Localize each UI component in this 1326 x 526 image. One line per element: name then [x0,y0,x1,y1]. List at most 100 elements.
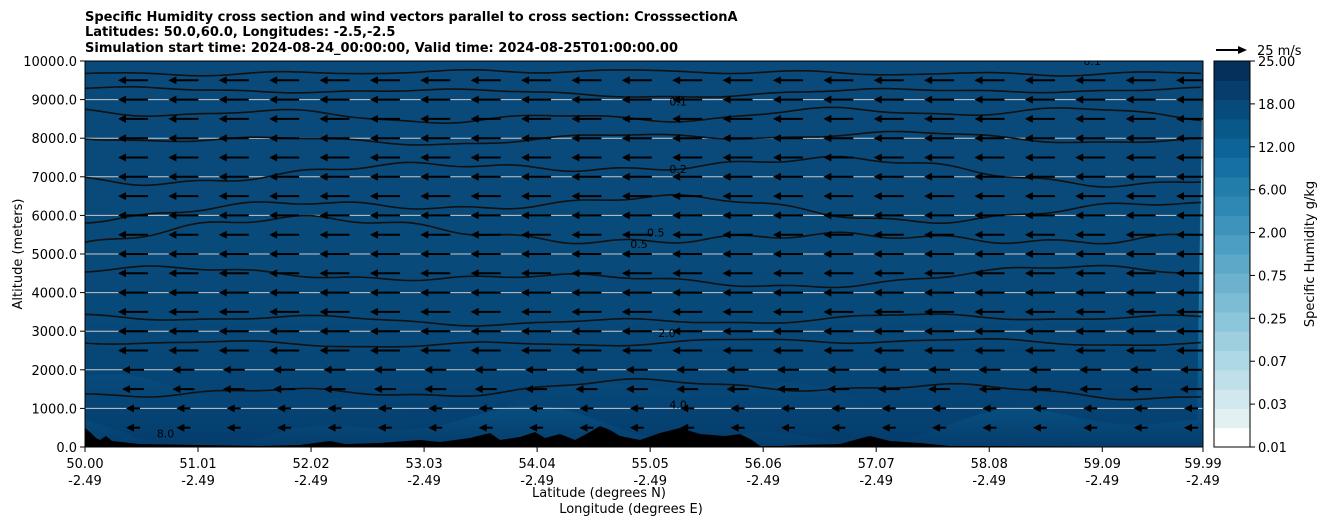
wind-vector [122,385,144,394]
wind-vector [924,327,955,336]
wind-vector [420,114,451,123]
wind-vector [1024,327,1055,336]
wind-vector [319,95,350,104]
wind-vector [928,365,951,374]
wind-vector [470,307,501,316]
wind-vector [571,192,602,201]
wind-vector [621,172,652,181]
wind-vector [1133,423,1148,432]
wind-vector [218,211,249,220]
wind-vector [571,230,602,239]
wind-vector [218,250,249,258]
wind-vector [1075,134,1106,143]
colorbar-tick-label: 6.00 [1258,184,1287,199]
terrain [85,426,1203,447]
wind-vector [269,327,300,336]
wind-vector [269,114,300,123]
wind-vector [470,250,501,258]
wind-vector [924,269,955,278]
wind-vector [521,346,552,355]
wind-vector [722,250,753,258]
wind-vector [571,76,602,85]
wind-vector [1075,172,1106,181]
wind-vector [521,76,552,85]
wind-vector [525,385,548,394]
plot-area: 0.1 0.2 0.50.5 2.0 4.0 8.0 0.1 [85,55,1203,447]
contour-label: 0.1 [1083,55,1101,68]
wind-vector [823,288,854,297]
wind-vector [420,76,451,85]
wind-vector [269,269,300,278]
wind-vector [571,134,602,143]
wind-vector [369,172,400,181]
wind-vector [1024,230,1055,239]
wind-vector [772,134,803,143]
wind-vector [1075,192,1106,201]
wind-vector [126,423,140,432]
wind-vector [982,404,997,413]
wind-vector [218,307,249,316]
wind-vector [118,153,148,162]
colorbar-segment [1214,234,1250,255]
wind-vector [571,288,602,297]
wind-vector [722,288,753,297]
wind-vector [118,134,148,143]
wind-vector [831,404,846,413]
wind-vector [319,288,350,297]
contour-label: 2.0 [658,327,676,340]
wind-vector [369,288,400,297]
wind-vector [420,192,451,201]
colorbar-tick-label: 0.03 [1258,398,1287,413]
wind-vector [470,230,501,239]
x-axis-label-latitude: Latitude (degrees N) [532,486,666,501]
wind-vector [621,114,652,123]
wind-vector [1176,134,1203,143]
title-line-3: Simulation start time: 2024-08-24_00:00:… [85,41,678,56]
wind-vector [269,250,300,258]
x-tick-label-lat: 58.08 [971,457,1008,472]
wind-vector [621,134,652,143]
wind-vector [772,269,803,278]
wind-vector [369,250,400,258]
x-tick-label-lon: -2.49 [68,474,102,489]
x-tick-label-lon: -2.49 [746,474,780,489]
colorbar-label: Specific Humidity g/kg [1303,181,1318,327]
wind-vector [420,269,451,278]
wind-vector [726,385,749,394]
y-tick-label: 8000.0 [32,132,78,147]
wind-vector [470,288,501,297]
wind-vector [470,327,501,336]
wind-vector [1075,153,1106,162]
wind-vector [1184,423,1198,432]
wind-vector [571,95,602,104]
wind-vector [722,211,753,220]
wind-vector [873,172,904,181]
colorbar [1214,61,1250,448]
wind-vector [319,346,350,355]
wind-vector [873,76,904,85]
wind-vector [118,307,148,316]
y-tick-label: 7000.0 [32,171,78,186]
y-tick-label: 2000.0 [32,364,78,379]
wind-vector [521,192,552,201]
wind-vector [1024,95,1055,104]
wind-vector [1176,211,1203,220]
wind-vector [881,423,896,432]
wind-vector [1125,172,1156,181]
colorbar-tick-label: 0.01 [1258,441,1287,456]
wind-vector [118,192,148,201]
wind-vector [924,288,955,297]
contour-line [85,193,1202,224]
wind-vector [369,269,400,278]
wind-vector [319,76,350,85]
wind-vector [269,172,300,181]
wind-vector [176,404,191,413]
wind-vector [823,192,854,201]
wind-vector [122,365,144,374]
wind-vector [369,134,400,143]
wind-vector [168,172,199,181]
wind-vector [982,423,997,432]
wind-vector [730,404,745,413]
wind-vector [168,288,199,297]
wind-vector [924,192,955,201]
